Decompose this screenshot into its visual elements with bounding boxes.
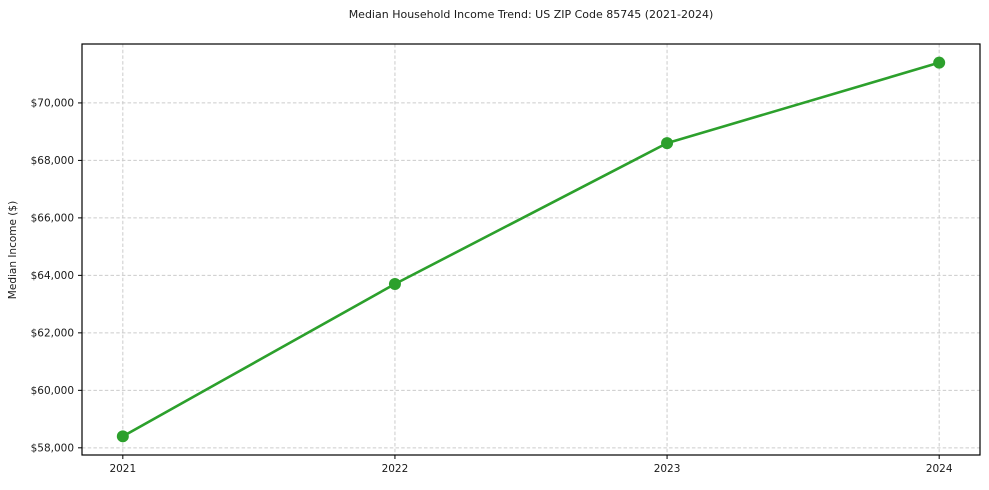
y-tick-label: $60,000 [31,385,74,397]
y-tick-label: $62,000 [31,327,74,339]
x-tick-label: 2021 [109,463,136,475]
y-tick-label: $64,000 [31,270,74,282]
plot-frame [81,43,981,456]
y-tick-label: $66,000 [31,212,74,224]
data-point-marker [661,137,674,150]
x-tick-label: 2024 [926,463,953,475]
data-point-marker [388,277,401,290]
x-tick-label: 2022 [382,463,409,475]
chart-title: Median Household Income Trend: US ZIP Co… [348,8,714,21]
y-tick-label: $58,000 [31,442,74,454]
trend-line [121,61,941,438]
data-point-marker [933,56,946,69]
y-tick-label: $70,000 [31,98,74,110]
data-point-marker [116,430,129,443]
y-tick-label: $68,000 [31,155,74,167]
x-tick-label: 2023 [654,463,681,475]
